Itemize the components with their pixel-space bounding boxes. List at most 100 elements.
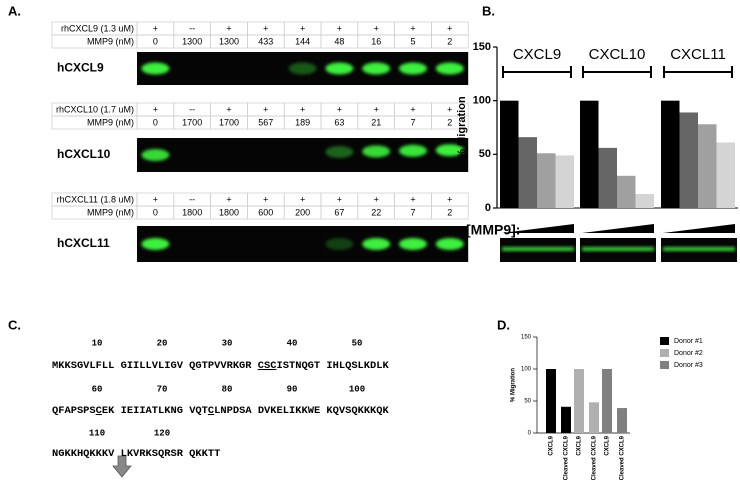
bar: [698, 124, 717, 208]
bar: [602, 369, 612, 433]
panel-label: A.: [8, 3, 21, 18]
legend-swatch: [660, 349, 669, 357]
legend-swatch: [660, 361, 669, 369]
table-value: +: [300, 23, 305, 33]
x-tick-label: CXCL9: [605, 435, 611, 455]
residue-number: 40: [287, 338, 298, 348]
table-value: 16: [371, 36, 381, 46]
x-tick-label: CXCL9: [549, 435, 555, 455]
bar: [574, 369, 584, 433]
group-label: CXCL9: [513, 46, 561, 63]
table-value: +: [447, 23, 452, 33]
y-axis-label: % Migration: [456, 96, 468, 159]
row-label: rhCXCL10 (1.7 uM): [56, 104, 134, 114]
row-label: rhCXCL9 (1.3 uM): [61, 23, 134, 33]
table-value: 1700: [182, 117, 202, 127]
sequence-line: MKKSGVLFLL GIILLVLIGV QGTPVVRKGR CSCISTN…: [52, 360, 390, 372]
y-tick-label: 0: [528, 431, 532, 437]
table-value: +: [337, 104, 342, 114]
table-value: 0: [153, 36, 158, 46]
y-axis-label: % Migration: [511, 368, 517, 402]
gel-band: [141, 238, 170, 250]
sequence-segment: NGKKHQKKKV LKVRKSQRSR QKKTT: [52, 448, 220, 460]
gel-band: [435, 62, 464, 75]
sequence-segment: C: [96, 405, 102, 417]
concentration-wedge: [663, 224, 735, 233]
table-value: --: [189, 194, 195, 204]
bar: [546, 369, 556, 433]
y-tick-label: 50: [524, 399, 531, 405]
table-value: +: [226, 194, 231, 204]
table-value: +: [263, 23, 268, 33]
bar: [635, 194, 654, 208]
gel-band: [362, 145, 391, 158]
group-label: CXCL11: [670, 46, 726, 63]
legend-label: Donor #2: [674, 350, 703, 357]
table-value: 189: [295, 117, 310, 127]
gel-band: [325, 238, 354, 250]
bar: [679, 112, 698, 208]
bar: [537, 153, 556, 208]
bar: [716, 142, 735, 208]
row-label: MMP9 (nM): [87, 36, 134, 46]
sequence-segment: EK IEIIATLKNG VQT: [102, 405, 208, 417]
table-value: +: [300, 104, 305, 114]
table-value: 1800: [182, 207, 202, 217]
row-label: rhCXCL11 (1.8 uM): [57, 194, 134, 204]
table-value: +: [374, 104, 379, 114]
table-value: +: [374, 23, 379, 33]
table-value: 21: [371, 117, 381, 127]
table-value: 7: [410, 117, 415, 127]
table-value: +: [410, 194, 415, 204]
legend-swatch: [660, 337, 669, 345]
cleavage-arrow: [112, 455, 132, 478]
gel-band: [288, 62, 317, 75]
gel-band: [141, 62, 170, 75]
gel-band: [325, 62, 354, 75]
bar: [500, 100, 519, 208]
table-cell: [431, 205, 469, 220]
table-value: 1300: [219, 36, 239, 46]
sequence-segment: LNPDSA DVKELIKKWE KQVSQKKKQK: [214, 405, 389, 417]
residue-number: 70: [157, 384, 168, 394]
residue-number: 90: [287, 384, 298, 394]
residue-number: 120: [154, 428, 170, 438]
bar: [617, 408, 627, 433]
table-value: 567: [258, 117, 273, 127]
bar: [555, 155, 574, 208]
table-value: +: [263, 104, 268, 114]
panel-label: D.: [497, 317, 510, 332]
table-value: 600: [258, 207, 273, 217]
y-tick-label: 150: [473, 41, 491, 53]
gel-band: [141, 149, 170, 161]
bar: [661, 100, 680, 208]
table-value: 1700: [219, 117, 239, 127]
table-value: 433: [258, 36, 273, 46]
table-value: +: [263, 194, 268, 204]
sequence-segment: QFAPSPS: [52, 405, 96, 417]
gel-band: [663, 247, 735, 251]
table-value: 2: [447, 117, 452, 127]
bar: [617, 175, 636, 208]
gel-band: [399, 62, 427, 75]
table-value: +: [447, 104, 452, 114]
residue-number: 60: [92, 384, 103, 394]
bar: [518, 137, 537, 208]
table-value: 63: [334, 117, 344, 127]
sequence-line: QFAPSPSCEK IEIIATLKNG VQTCLNPDSA DVKELIK…: [52, 405, 390, 417]
sequence-segment: ISTNQGT IHLQSLKDLK: [277, 360, 390, 372]
bar: [561, 406, 571, 433]
sequence-segment: C: [208, 405, 214, 417]
gel-band: [399, 144, 427, 157]
gel-band: [502, 247, 574, 251]
group-label: CXCL10: [589, 46, 646, 63]
bar: [589, 402, 599, 433]
residue-number: 30: [222, 338, 233, 348]
table-value: +: [300, 194, 305, 204]
gel-band: [435, 238, 464, 250]
row-label: MMP9 (nM): [87, 117, 134, 127]
table-value: +: [153, 104, 158, 114]
gel-band: [399, 238, 427, 250]
x-axis-label: [MMP9]:: [466, 222, 520, 238]
